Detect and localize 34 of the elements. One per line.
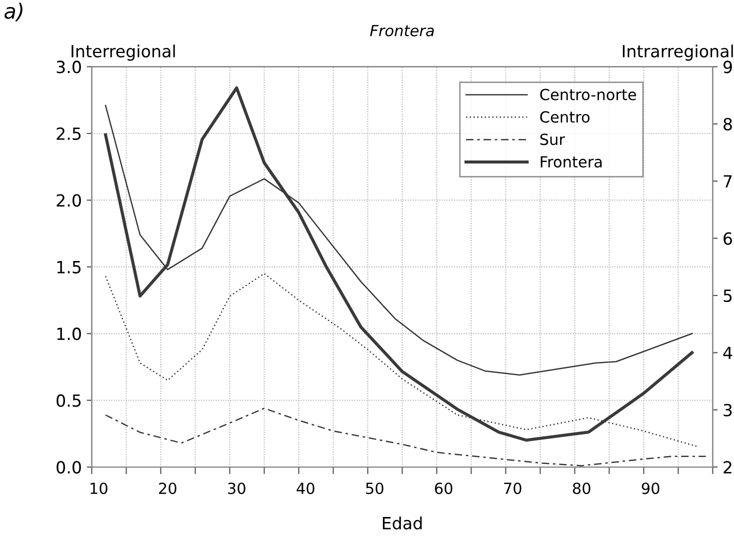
chart-title: Frontera <box>370 25 434 36</box>
legend-label: Centro-norte <box>540 88 636 100</box>
line-series <box>104 408 706 466</box>
text: a) <box>4 2 22 22</box>
y-tick-label: 0.0 <box>56 461 81 474</box>
y-tick-label: 1.0 <box>57 328 81 340</box>
x-tick-label: 10 <box>90 482 108 494</box>
legend-label: Frontera <box>540 156 602 168</box>
legend-label: Sur <box>540 134 566 146</box>
y-tick-label: 0.5 <box>56 394 81 407</box>
legend-label: Centro <box>540 111 590 123</box>
y-tick-label: 1.5 <box>57 261 81 274</box>
y2-axis-title: Intrarregional <box>622 44 733 61</box>
x-tick-label: 90 <box>642 482 660 494</box>
y-tick-label: 2.0 <box>56 194 81 207</box>
x-tick-label: 30 <box>228 482 246 494</box>
y-tick-label: 3.0 <box>56 60 81 74</box>
y2-tick-label: 2 <box>724 461 732 474</box>
y2-tick-label: 6 <box>724 232 732 245</box>
x-tick-label: 60 <box>434 482 452 494</box>
y2-tick-label: 3 <box>724 404 732 416</box>
y2-tick-label: 4 <box>723 346 732 359</box>
x-tick-label: 80 <box>572 482 590 494</box>
x-tick-label: 50 <box>366 482 384 494</box>
x-tick-label: 20 <box>159 482 176 494</box>
x-tick-label: 40 <box>296 482 314 494</box>
y2-tick-label: 8 <box>724 118 732 130</box>
y-axis-title: Interregional <box>72 44 175 61</box>
y2-tick-label: 7 <box>724 175 732 188</box>
y-tick-label: 2.5 <box>56 127 81 140</box>
x-axis-title: Edad <box>382 516 422 530</box>
y2-tick-label: 9 <box>723 60 732 74</box>
y2-tick-label: 5 <box>724 290 732 302</box>
x-tick-label: 70 <box>504 482 522 494</box>
